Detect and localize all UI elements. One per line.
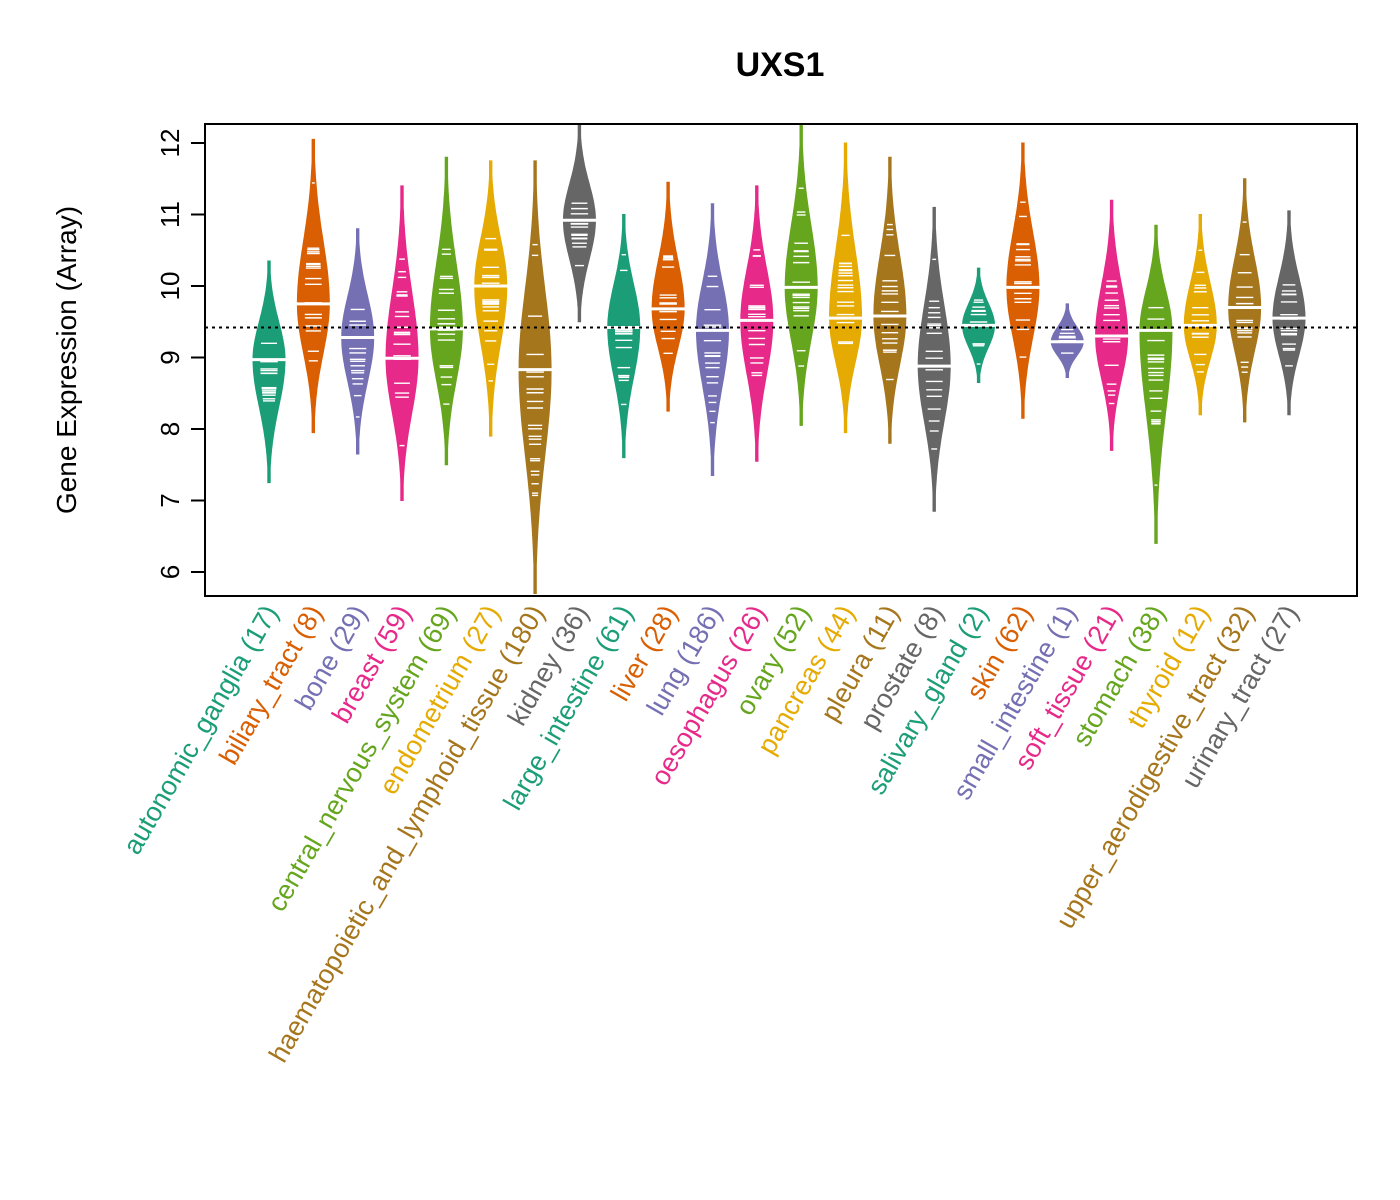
violin-breast [385, 185, 419, 501]
x-label-count: (27) [1250, 600, 1304, 663]
violin-pleura [873, 156, 907, 444]
plot-frame [204, 123, 1358, 597]
y-tick-label: 7 [155, 493, 185, 507]
violin-ovary [784, 124, 818, 426]
y-axis-label: Gene Expression (Array) [51, 206, 82, 514]
y-tick-label: 9 [155, 350, 185, 364]
violin-oesophagus [740, 185, 774, 462]
violin-liver [651, 181, 685, 412]
violin-urinary-tract [1272, 210, 1306, 416]
violin-biliary-tract [296, 138, 330, 434]
y-axis: 6 7 8 9 10 11 12 [155, 129, 206, 579]
violin-stomach [1139, 224, 1173, 544]
violin-large-intestine [607, 214, 641, 459]
violin-prostate [917, 206, 951, 512]
y-tick-label: 6 [155, 565, 185, 579]
y-tick-label: 12 [155, 129, 185, 158]
y-tick-label: 11 [155, 201, 185, 228]
y-tick-label: 8 [155, 422, 185, 436]
y-tick-label: 10 [155, 272, 185, 301]
violin-bone [341, 228, 375, 455]
violins-layer [252, 124, 1306, 594]
violin-central-nervous-system [429, 156, 463, 466]
violin-upper-aerodigestive-tract [1228, 178, 1262, 423]
x-axis-labels: autonomic_ganglia (17)biliary_tract (8)b… [117, 600, 1304, 1067]
violin-endometrium [474, 160, 508, 437]
violin-skin [1006, 142, 1040, 419]
chart-title: UXS1 [736, 46, 825, 84]
violin-lung [696, 203, 730, 476]
violin-autonomic-ganglia [252, 260, 286, 484]
violin-soft-tissue [1095, 199, 1129, 451]
